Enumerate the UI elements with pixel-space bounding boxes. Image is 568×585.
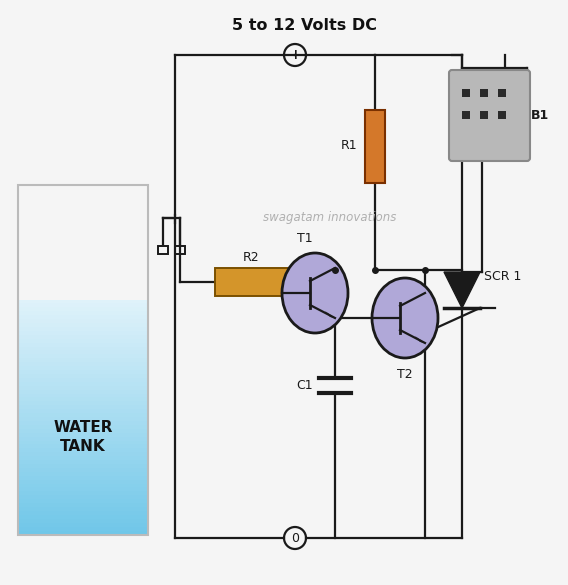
Bar [19, 464, 147, 469]
Text: T1: T1 [297, 232, 313, 245]
Bar [19, 531, 147, 535]
Bar [19, 441, 147, 445]
Text: swagatam innovations: swagatam innovations [264, 212, 396, 225]
Bar [19, 519, 147, 523]
Bar [19, 436, 147, 441]
Bar [19, 425, 147, 429]
Ellipse shape [372, 278, 438, 358]
Bar [19, 355, 147, 359]
Bar [365, 110, 385, 183]
Bar [19, 343, 147, 347]
Bar [19, 445, 147, 449]
Bar [19, 433, 147, 437]
Text: WATER
TANK: WATER TANK [53, 419, 113, 455]
Polygon shape [415, 336, 425, 343]
Bar [19, 300, 147, 304]
Bar [19, 311, 147, 316]
Bar [19, 315, 147, 319]
Bar [19, 452, 147, 457]
Bar [498, 111, 506, 119]
Bar [480, 111, 488, 119]
Bar [19, 386, 147, 390]
Bar [19, 460, 147, 464]
Bar [19, 374, 147, 378]
Bar [19, 397, 147, 402]
Bar [19, 319, 147, 324]
Bar [19, 307, 147, 312]
Bar [19, 503, 147, 508]
Bar [19, 413, 147, 418]
Bar [19, 339, 147, 343]
Text: R1: R1 [340, 139, 357, 152]
Bar [19, 515, 147, 519]
Ellipse shape [282, 253, 348, 333]
Bar [19, 468, 147, 472]
Bar [462, 89, 470, 97]
Bar [19, 429, 147, 433]
Bar [175, 246, 185, 254]
Bar [18, 185, 148, 535]
Bar [19, 511, 147, 515]
Bar [19, 476, 147, 480]
Polygon shape [444, 272, 480, 308]
Text: +: + [289, 48, 301, 62]
Bar [19, 480, 147, 484]
Bar [19, 323, 147, 328]
Bar [19, 487, 147, 492]
Text: C1: C1 [296, 379, 313, 392]
Bar [19, 335, 147, 339]
Bar [19, 417, 147, 421]
Bar [19, 362, 147, 367]
Bar [19, 409, 147, 414]
Bar [19, 331, 147, 335]
Bar [19, 495, 147, 500]
Bar [19, 378, 147, 382]
Text: SCR 1: SCR 1 [484, 270, 521, 284]
Text: T2: T2 [397, 368, 413, 381]
Bar [158, 246, 168, 254]
Bar [19, 405, 147, 410]
Text: 0: 0 [291, 532, 299, 545]
Bar [19, 491, 147, 496]
Bar [19, 304, 147, 308]
Text: B1: B1 [531, 109, 549, 122]
Bar [19, 507, 147, 511]
Bar [19, 390, 147, 394]
Bar [19, 382, 147, 386]
Bar [19, 472, 147, 476]
Bar [19, 499, 147, 504]
Bar [19, 448, 147, 453]
Bar [19, 484, 147, 488]
Bar [19, 370, 147, 374]
Polygon shape [325, 311, 335, 318]
Bar [19, 346, 147, 351]
Bar [19, 456, 147, 460]
Text: R2: R2 [243, 251, 260, 264]
Bar [19, 526, 147, 531]
Bar [19, 421, 147, 425]
Bar [19, 350, 147, 355]
Bar [462, 111, 470, 119]
Bar [19, 401, 147, 406]
Bar [19, 327, 147, 331]
Bar [19, 394, 147, 398]
Bar [480, 89, 488, 97]
Bar [19, 366, 147, 370]
Bar [215, 268, 288, 296]
FancyBboxPatch shape [449, 70, 530, 161]
Bar [498, 89, 506, 97]
Bar [19, 358, 147, 363]
Bar [19, 523, 147, 527]
Text: 5 to 12 Volts DC: 5 to 12 Volts DC [232, 18, 378, 33]
